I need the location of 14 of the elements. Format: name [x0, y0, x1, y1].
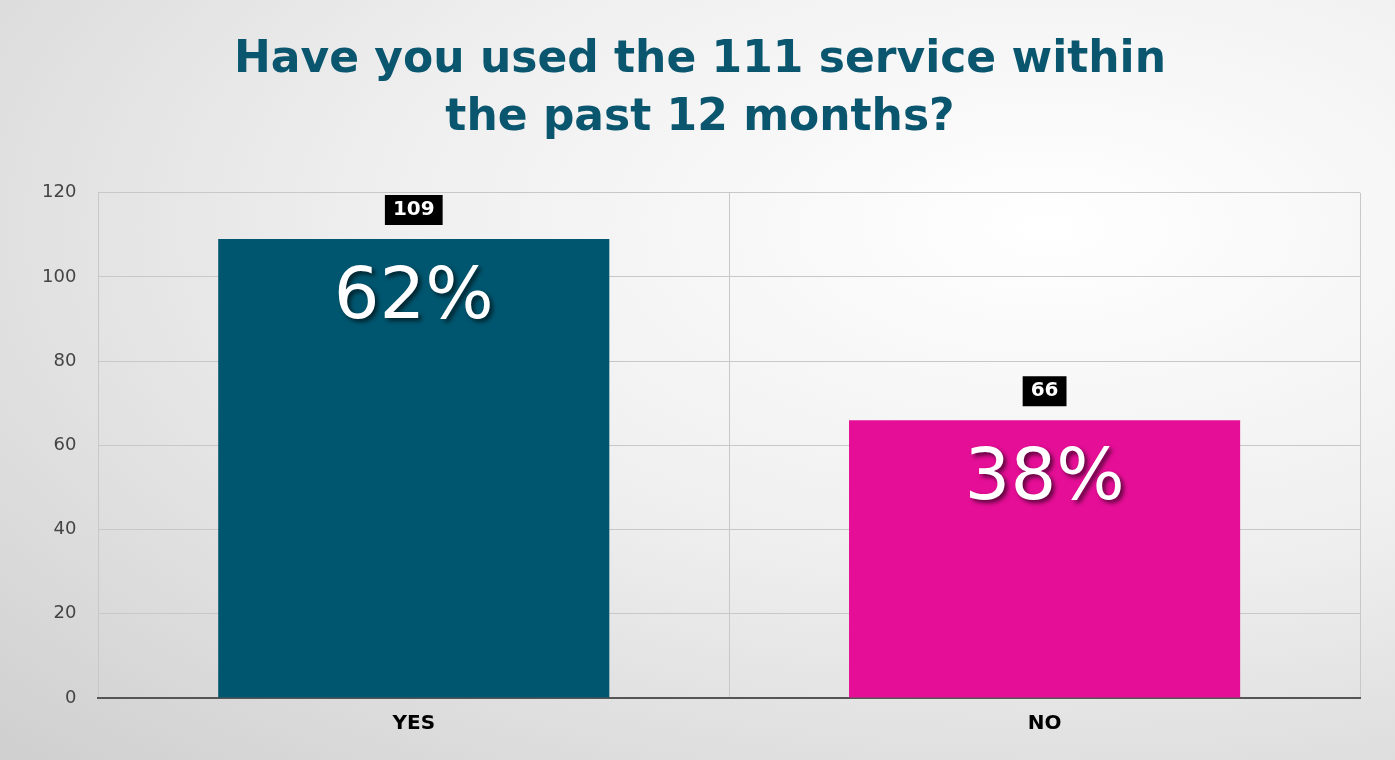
x-tick-label: YES — [391, 710, 436, 735]
y-tick-label: 80 — [53, 348, 77, 370]
y-tick-label: 100 — [42, 264, 77, 286]
annotation: 38% — [964, 431, 1125, 516]
y-tick-label: 20 — [53, 601, 77, 623]
y-tick-label: 40 — [53, 517, 77, 539]
y-tick-label: 120 — [42, 180, 77, 202]
annotation: 62% — [333, 250, 494, 335]
y-tick-label: 60 — [53, 433, 77, 455]
data-label: 109 — [392, 196, 435, 221]
x-tick-label: NO — [1027, 710, 1062, 735]
y-tick-label: 0 — [64, 685, 77, 707]
chart-title: Have you used the 111 service within the past 12 months? — [233, 30, 1167, 142]
data-label: 66 — [1030, 377, 1059, 402]
